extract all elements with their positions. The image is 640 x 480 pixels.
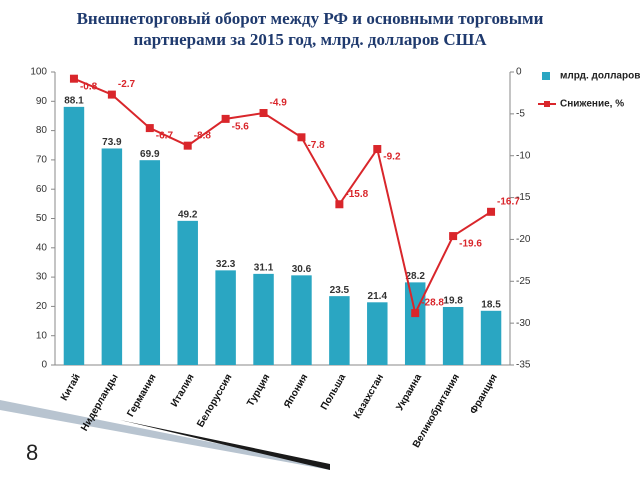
bar	[101, 148, 123, 365]
bar-label: 23.5	[330, 285, 350, 296]
marker	[69, 74, 78, 83]
y-tick-label: 50	[36, 213, 48, 224]
marker	[221, 114, 230, 123]
x-tick-label: Польша	[319, 372, 348, 412]
legend-label: Снижение, %	[560, 99, 624, 110]
x-tick-label: Белоруссия	[195, 372, 234, 429]
bar	[63, 106, 85, 365]
marker	[297, 133, 306, 142]
marker	[107, 90, 116, 99]
bar	[139, 160, 161, 365]
legend-swatch	[542, 72, 550, 80]
bar-label: 88.1	[64, 96, 84, 107]
marker	[183, 141, 192, 150]
bar	[177, 220, 198, 365]
y2-tick-label: -30	[516, 318, 531, 329]
y2-tick-label: -20	[516, 234, 531, 245]
marker	[449, 232, 458, 241]
bar-label: 21.4	[368, 291, 388, 302]
bar	[404, 282, 426, 365]
y2-tick-label: 0	[516, 67, 522, 78]
line-label: -19.6	[459, 239, 482, 250]
line-label: -7.8	[307, 140, 325, 151]
bar-label: 73.9	[102, 137, 122, 148]
x-tick-label: Италия	[169, 372, 197, 409]
slide-number: 8	[26, 440, 39, 465]
y-tick-label: 90	[36, 96, 48, 107]
y2-tick-label: -15	[516, 192, 531, 203]
x-tick-label: Германия	[125, 372, 158, 419]
y2-tick-label: -5	[516, 108, 525, 119]
bar	[480, 310, 502, 365]
marker	[487, 207, 496, 216]
line-label: -0.8	[80, 81, 98, 92]
line-label: -2.7	[118, 79, 136, 90]
bar-label: 28.2	[405, 271, 425, 282]
y-tick-label: 30	[36, 272, 48, 283]
line-label: -6.7	[156, 131, 174, 142]
chart-title: Внешнеторговый оборот между РФ и основны…	[76, 9, 544, 49]
marker	[259, 109, 268, 118]
y2-tick-label: -10	[516, 150, 531, 161]
y-tick-label: 40	[36, 242, 48, 253]
y2-tick-label: -25	[516, 276, 531, 287]
bar	[442, 306, 464, 365]
bar	[253, 273, 274, 365]
marker	[373, 145, 382, 154]
bar	[215, 270, 236, 365]
x-tick-label: Китай	[59, 372, 83, 402]
y-tick-label: 70	[36, 155, 48, 166]
bar	[291, 275, 312, 365]
y-tick-label: 100	[30, 67, 47, 78]
y-tick-label: 80	[36, 125, 48, 136]
marker	[411, 309, 420, 318]
bar-label: 32.3	[216, 259, 236, 270]
line-label: -8.8	[194, 130, 212, 141]
bar-label: 18.5	[481, 299, 501, 310]
bar-label: 49.2	[178, 209, 198, 220]
x-tick-label: Япония	[282, 372, 310, 410]
y2-tick-label: -35	[516, 360, 531, 371]
line-label: -4.9	[270, 98, 288, 109]
bar	[367, 302, 388, 365]
bar-label: 30.6	[292, 264, 312, 275]
legend-label: млрд. долларов	[560, 71, 640, 82]
line	[73, 77, 492, 317]
line-label: -15.8	[345, 189, 368, 200]
bar-label: 19.8	[443, 296, 463, 307]
decoration	[120, 420, 330, 470]
line-label: -16.7	[497, 196, 520, 207]
y-tick-label: 10	[36, 330, 48, 341]
line-label: -5.6	[232, 122, 250, 133]
bar	[329, 296, 350, 365]
x-tick-label: Франция	[468, 372, 500, 416]
decoration	[0, 400, 330, 470]
bar-label: 69.9	[140, 149, 160, 160]
line-label: -9.2	[383, 152, 401, 163]
marker	[335, 200, 344, 209]
y-tick-label: 60	[36, 184, 48, 195]
legend-swatch	[544, 101, 550, 107]
x-tick-label: Казахстан	[352, 372, 386, 421]
line-label: -28.8	[421, 298, 444, 309]
marker	[145, 124, 154, 133]
y-tick-label: 0	[41, 360, 47, 371]
x-tick-label: Украина	[394, 372, 424, 413]
bar-label: 31.1	[254, 263, 274, 274]
y-tick-label: 20	[36, 301, 48, 312]
x-tick-label: Турция	[245, 372, 272, 408]
